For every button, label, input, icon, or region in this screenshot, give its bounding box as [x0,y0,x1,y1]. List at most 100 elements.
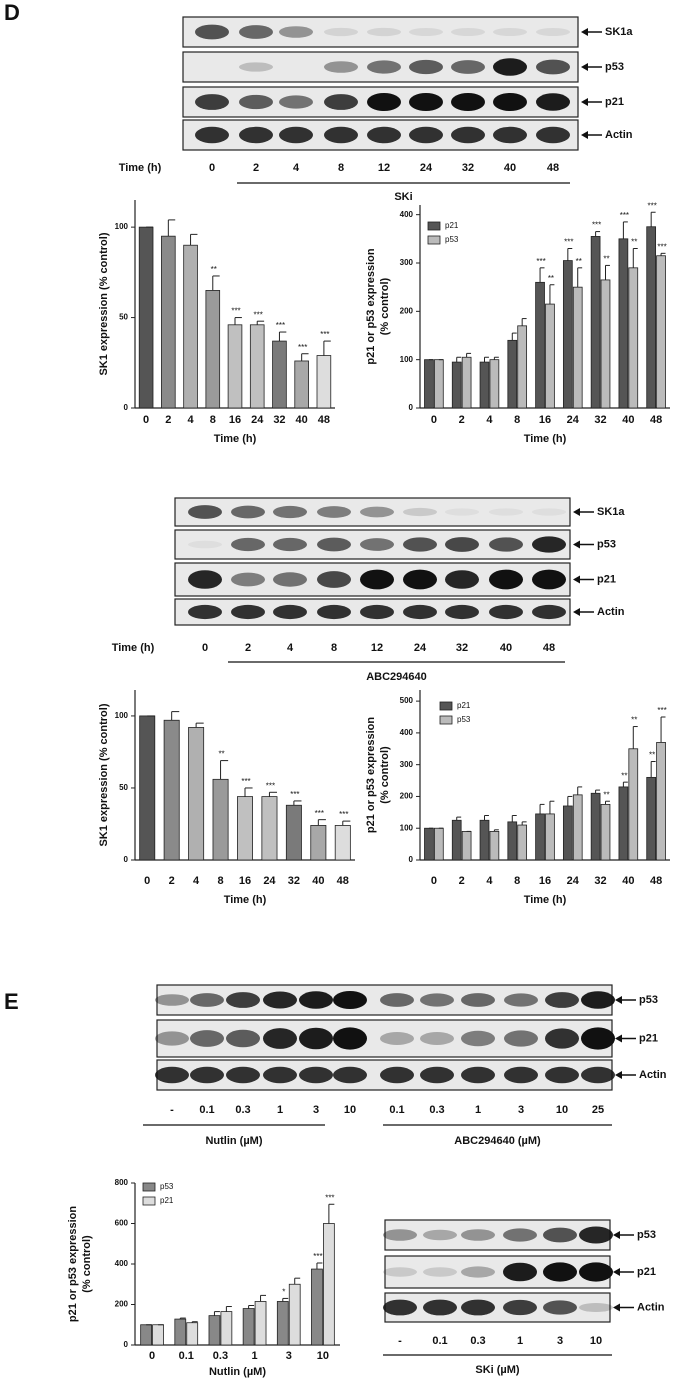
bar [254,1301,267,1346]
blot-band [409,27,443,37]
bar [572,794,583,861]
lane-label: 0.3 [235,1104,250,1116]
legend-swatch [439,715,453,725]
y-tick-label: 50 [119,783,128,792]
significance: ** [576,257,582,266]
bar [249,324,265,409]
blot-band [532,604,566,620]
bar [220,1311,233,1346]
significance: ** [621,771,627,780]
blot-band [360,538,394,551]
blot-band [409,93,443,111]
y-tick-label: 0 [124,403,129,412]
y-tick-label: 400 [115,1259,129,1268]
blot-band [195,24,229,40]
bar [188,727,205,861]
blot-band [461,1030,495,1047]
x-tick-label: 32 [288,875,300,887]
bar [237,796,253,861]
lane-label: 3 [557,1335,563,1347]
lane-label: 4 [293,162,300,174]
bar [535,813,545,861]
bar [152,1324,164,1346]
x-tick-label: 10 [317,1350,329,1362]
bar [507,821,518,861]
significance: *** [325,1193,334,1202]
blot-band [536,126,570,144]
lane-label: 1 [475,1104,481,1116]
blot-band [493,93,527,111]
blot-band [403,537,437,552]
band-label: p53 [639,994,658,1006]
significance: *** [298,343,307,352]
x-tick-label: 8 [210,414,216,426]
blot-band [190,1030,224,1047]
legend-label: p53 [160,1182,174,1191]
blot-band [317,537,351,552]
axis-label: Time (h) [119,162,162,174]
blot-band [543,1300,577,1315]
x-tick-label: 4 [193,875,200,887]
bar [562,805,573,861]
blot-band [383,1229,417,1241]
bar [285,804,302,861]
blot-band [155,1066,189,1084]
legend-label: p21 [457,701,471,710]
bar [489,359,500,409]
y-axis-label: (% control) [379,746,391,804]
y-tick-label: 600 [115,1219,129,1228]
x-tick-label: 4 [486,875,493,887]
blot-band [279,95,313,109]
blot-band [279,126,313,144]
x-tick-label: 3 [286,1350,292,1362]
x-tick-label: 40 [312,875,324,887]
band-label: p21 [639,1032,658,1044]
bar [294,360,309,409]
x-tick-label: 48 [650,414,662,426]
x-tick-label: 4 [187,414,194,426]
significance: ** [603,255,609,264]
lane-label: 48 [543,642,555,654]
bar [205,290,221,409]
x-tick-label: 16 [239,875,251,887]
bar [163,719,180,861]
x-axis-label: Time (h) [214,433,257,445]
bar [646,776,657,861]
significance: ** [631,716,637,725]
blot-band [420,1066,454,1084]
blot-band [445,604,479,620]
treatment-label: Nutlin (µM) [205,1135,262,1147]
significance: ** [211,265,217,274]
blot-band [324,126,358,144]
blot-band [536,59,570,75]
significance: ** [631,238,637,247]
blot-band [360,604,394,620]
blot-band [420,993,454,1007]
bar [517,325,528,409]
lane-label: 0 [209,162,215,174]
bar [310,825,327,861]
bar [140,1324,152,1346]
blot-band [445,537,479,552]
bar [590,792,601,861]
blot-band [532,536,566,553]
lane-label: 8 [331,642,337,654]
legend-swatch [427,235,441,245]
arrow-head [573,540,580,549]
blot-band [317,506,351,518]
bar [272,340,287,409]
blot-band [333,1066,367,1084]
x-tick-label: 2 [165,414,171,426]
blot-band [543,1227,577,1243]
blot-band [188,505,222,519]
blot-band [545,1066,579,1084]
blot-band [503,1299,537,1316]
band-label: Actin [637,1301,665,1313]
blot-band [383,1299,417,1316]
band-label: p21 [605,96,624,108]
bar [590,236,601,409]
axis-label: Time (h) [112,642,155,654]
bar [628,748,639,861]
blot-band [543,1262,577,1282]
x-tick-label: 40 [622,875,634,887]
